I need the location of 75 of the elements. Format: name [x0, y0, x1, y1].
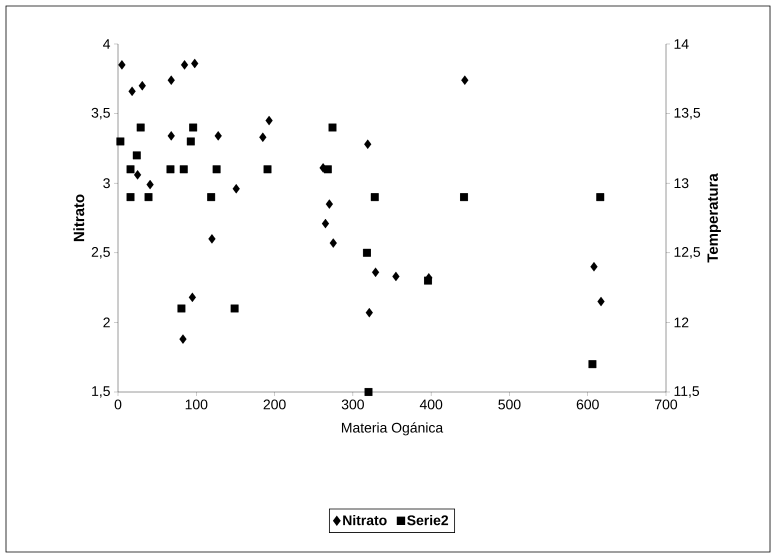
y-tick-label: 2: [103, 318, 110, 328]
y-tick-label: 1,5: [92, 386, 110, 398]
point: [166, 165, 174, 174]
point: [126, 165, 135, 174]
point: [330, 238, 337, 248]
x-axis-title: Materia Ogánica: [342, 422, 444, 436]
point: [138, 80, 146, 91]
y-tick-label: 3,5: [92, 108, 110, 120]
point: [214, 131, 222, 141]
point: [207, 193, 216, 202]
legend-label: Nitrato: [343, 514, 387, 526]
point: [588, 360, 596, 368]
x-tick-label: 700: [655, 400, 678, 410]
y-tick-label: 2,5: [92, 247, 110, 259]
point: [328, 124, 336, 132]
point: [177, 304, 186, 312]
point: [259, 132, 266, 142]
point: [322, 218, 330, 228]
point: [191, 58, 198, 68]
point: [372, 268, 380, 278]
point: [230, 304, 239, 312]
point: [132, 151, 141, 160]
y2-tick-label: 14: [674, 39, 689, 49]
y2-tick-label: 13: [674, 178, 688, 188]
point: [180, 165, 188, 174]
x-tick-label: 300: [342, 400, 364, 410]
point: [370, 193, 379, 202]
point: [324, 165, 332, 174]
point: [144, 193, 153, 202]
point: [189, 124, 198, 132]
y2-axis-title: Temperatura: [708, 173, 721, 263]
point: [134, 170, 142, 180]
point: [136, 124, 145, 132]
y-tick-label: 4: [103, 39, 110, 49]
point: [128, 86, 136, 96]
point: [232, 184, 240, 194]
point: [424, 276, 432, 285]
point: [186, 137, 195, 146]
x-tick-label: 500: [498, 400, 521, 410]
point: [188, 292, 196, 302]
x-tick-label: 0: [114, 400, 122, 410]
point: [180, 60, 188, 70]
point: [146, 180, 154, 190]
point: [366, 308, 373, 318]
point: [116, 137, 124, 146]
y2-tick-label: 13,5: [674, 108, 700, 120]
y-tick-label: 3: [103, 178, 110, 188]
point: [364, 388, 372, 396]
point: [460, 193, 468, 202]
x-tick-label: 100: [186, 400, 208, 410]
point: [208, 234, 216, 244]
point: [126, 193, 135, 202]
x-tick-label: 200: [264, 400, 286, 410]
point: [212, 165, 221, 174]
point: [362, 248, 371, 257]
point: [597, 296, 605, 306]
y2-tick-label: 12: [674, 318, 688, 328]
legend-label: Serie2: [407, 514, 448, 526]
y-axis-title: Nitrato: [73, 194, 84, 242]
x-tick-label: 600: [576, 400, 599, 410]
point: [168, 131, 175, 141]
y2-tick-label: 11,5: [674, 386, 700, 398]
point: [392, 272, 400, 282]
point: [265, 116, 273, 126]
point: [590, 262, 598, 272]
point: [364, 139, 372, 150]
x-tick-label: 400: [420, 400, 442, 410]
point: [326, 199, 334, 209]
point: [179, 334, 187, 344]
point: [168, 75, 175, 85]
y2-tick-label: 12,5: [674, 247, 700, 259]
point: [264, 165, 272, 174]
point: [118, 60, 126, 70]
point: [596, 193, 604, 202]
point: [461, 75, 468, 85]
